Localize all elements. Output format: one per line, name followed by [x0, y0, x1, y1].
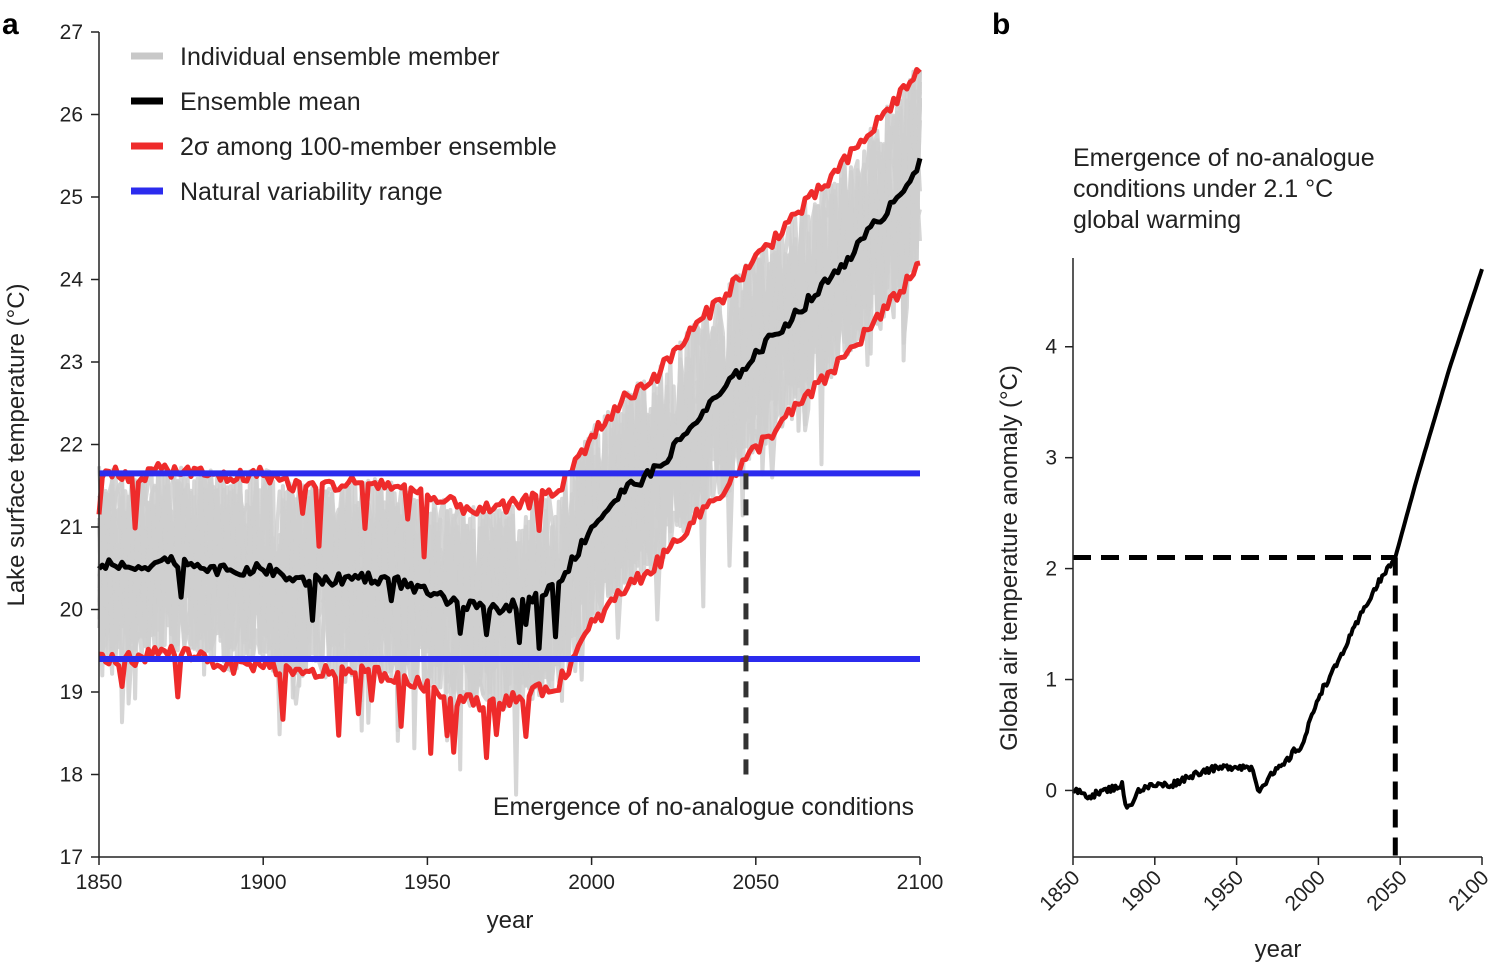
panel-b-title-line: Emergence of no-analogue [1073, 144, 1375, 172]
y-tick-label: 25 [60, 186, 83, 209]
ensemble-member-line [97, 71, 922, 737]
panel-b-label: b [992, 8, 1010, 41]
panel-b-x-label: year [1255, 936, 1302, 963]
x-tick-label: 1950 [1199, 866, 1248, 915]
legend-label: Natural variability range [180, 178, 443, 206]
legend-label: 2σ among 100-member ensemble [180, 133, 557, 161]
sigma-lower-line [98, 260, 921, 761]
panel-b-series [1071, 268, 1484, 857]
y-tick-label: 27 [60, 21, 83, 44]
panel-b-axes: 0 1 2 3 4 1850 1900 1950 2000 2050 2100 [1035, 258, 1494, 916]
x-tick-label: 1950 [404, 871, 451, 894]
legend-label: Ensemble mean [180, 88, 361, 116]
y-tick-label: 0 [1045, 779, 1057, 802]
y-tick-label: 20 [60, 599, 83, 622]
x-tick-label: 1900 [240, 871, 287, 894]
panel-a-series [96, 67, 923, 775]
panel-b-y-label: Global air temperature anomaly (°C) [996, 365, 1023, 751]
x-tick-label: 1850 [76, 871, 123, 894]
x-tick-label: 2050 [1362, 866, 1411, 915]
y-tick-label: 21 [60, 516, 83, 539]
panel-b-title-line: global warming [1073, 206, 1241, 234]
x-tick-label: 2100 [1444, 866, 1493, 915]
panel-a-x-label: year [487, 907, 534, 934]
panel-b-title: Emergence of no-analogue conditions under… [1073, 144, 1375, 234]
y-tick-label: 1 [1045, 669, 1057, 692]
x-tick-label: 2000 [1281, 866, 1330, 915]
y-tick-label: 2 [1045, 558, 1057, 581]
sigma-upper-line [96, 67, 922, 560]
y-tick-label: 4 [1045, 336, 1057, 359]
panel-a-annotation: Emergence of no-analogue conditions [493, 793, 914, 821]
x-tick-label: 1850 [1035, 866, 1084, 915]
panel-a-legend: Individual ensemble member Ensemble mean 2… [131, 43, 557, 206]
panel-a-axes: 17 18 19 20 21 22 23 24 25 26 27 1850 1900 1950 2000 20… [60, 21, 944, 894]
panel-a-label: a [2, 8, 19, 41]
y-tick-label: 17 [60, 846, 83, 869]
y-tick-label: 26 [60, 104, 83, 127]
y-tick-label: 22 [60, 434, 83, 457]
x-tick-label: 1900 [1117, 866, 1166, 915]
global-anomaly-line [1071, 268, 1484, 810]
x-tick-label: 2050 [732, 871, 779, 894]
y-tick-label: 19 [60, 681, 83, 704]
x-tick-label: 2100 [897, 871, 944, 894]
y-tick-label: 18 [60, 764, 83, 787]
y-tick-label: 23 [60, 351, 83, 374]
x-tick-label: 2000 [568, 871, 615, 894]
legend-label: Individual ensemble member [180, 43, 500, 71]
ensemble-mean-line [97, 157, 923, 651]
y-tick-label: 24 [60, 269, 84, 292]
panel-a-y-label: Lake surface temperature (°C) [3, 283, 30, 606]
panel-b-title-line: conditions under 2.1 °C [1073, 175, 1333, 203]
y-tick-label: 3 [1045, 447, 1057, 470]
